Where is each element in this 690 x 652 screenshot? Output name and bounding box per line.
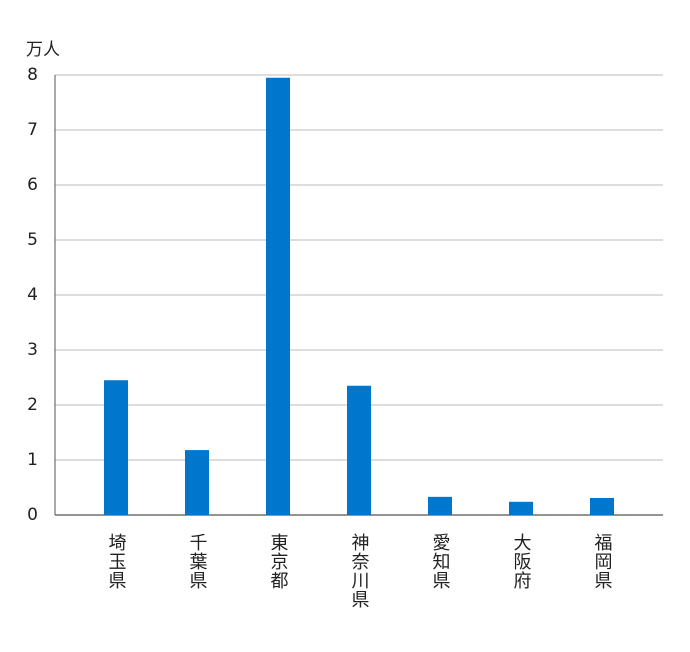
bar xyxy=(347,385,371,515)
y-tick-label: 2 xyxy=(27,395,38,415)
y-tick-label: 0 xyxy=(27,505,38,525)
y-tick-label: 1 xyxy=(27,450,38,470)
y-tick-label: 3 xyxy=(27,340,38,360)
bar xyxy=(509,501,533,515)
bar xyxy=(428,496,452,515)
y-axis-label: 万人 xyxy=(26,40,60,60)
y-tick-label: 8 xyxy=(27,65,38,85)
y-tick-label: 6 xyxy=(27,175,38,195)
bar xyxy=(590,497,614,515)
x-tick-label: 東京都 xyxy=(268,533,289,590)
x-tick-label: 大阪府 xyxy=(511,533,532,590)
bar xyxy=(104,380,128,515)
bar xyxy=(185,450,209,515)
x-tick-label: 千葉県 xyxy=(187,533,208,590)
x-tick-label: 埼玉県 xyxy=(106,533,127,590)
bar xyxy=(266,77,290,515)
y-tick-label: 4 xyxy=(27,285,38,305)
x-tick-label: 福岡県 xyxy=(592,533,613,590)
x-tick-label: 愛知県 xyxy=(430,533,451,590)
y-tick-label: 7 xyxy=(27,120,38,140)
y-tick-label: 5 xyxy=(27,230,38,250)
x-tick-label: 神奈川県 xyxy=(349,533,370,609)
